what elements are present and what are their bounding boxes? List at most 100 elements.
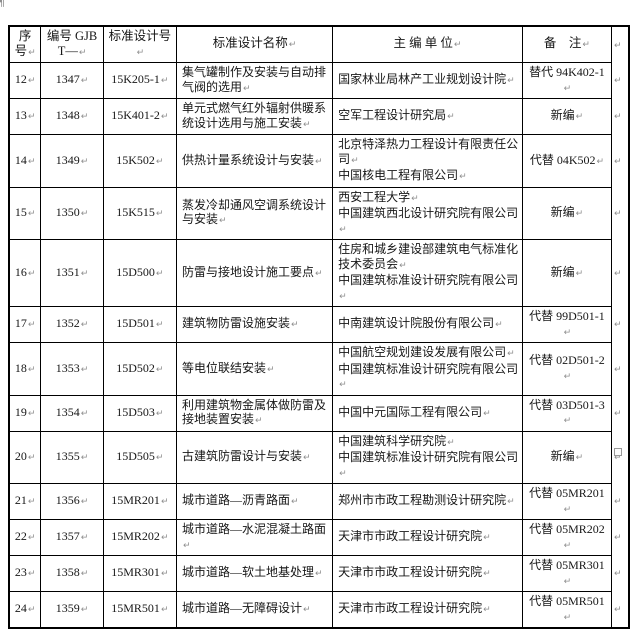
cell-chief-editor[interactable]: 中国中元国际工程有限公司↵ (332, 394, 523, 432)
cell-chief-editor[interactable]: 西安工程大学↵ 中国建筑西北设计研究院有限公司↵ (332, 186, 523, 240)
cell-chief-editor[interactable]: 国家林业局林产工业规划设计院↵ (332, 62, 523, 99)
cell-index[interactable]: 20↵ (8, 430, 42, 484)
cell-design-name[interactable]: 蒸发冷却通风空调系统设计与安装↵ (175, 186, 334, 240)
cell-chief-editor[interactable]: 空军工程设计研究局↵ (332, 98, 523, 135)
header-remark[interactable]: 备 注↵ (521, 25, 613, 63)
cell-index[interactable]: 15↵ (8, 186, 42, 240)
cell-index[interactable]: 17↵ (8, 306, 42, 343)
cell-chief-editor[interactable]: 天津市市政工程设计研究院↵ (332, 519, 523, 556)
cell-remark[interactable]: 代替 05MR501↵ (521, 591, 613, 629)
cell-end-mark-icon: ↵ (27, 408, 36, 419)
cell-index[interactable]: 18↵ (8, 342, 42, 396)
cell-chief-editor[interactable]: 中国航空规划建设发展有限公司↵ 中国建筑标准设计研究院有限公司↵ (332, 342, 523, 396)
cell-number[interactable]: 1356↵ (40, 483, 104, 520)
table-row: 18↵ 1353↵ 15D502↵ 等电位联结安装↵ 中国航空规划建设发展有限公司↵ 中国… (8, 342, 629, 396)
cell-index[interactable]: 13↵ (8, 98, 42, 135)
cell-design-no[interactable]: 15D503↵ (102, 394, 178, 432)
cell-remark[interactable]: 新编↵ (521, 98, 613, 135)
cell-design-name[interactable]: 集气罐制作及安装与自动排气阀的选用↵ (175, 62, 334, 99)
cell-index[interactable]: 22↵ (8, 519, 42, 556)
header-index[interactable]: 序号↵ (8, 25, 42, 63)
cell-remark[interactable]: 代替 02D501-2↵ (521, 342, 613, 396)
cell-chief-editor[interactable]: 天津市市政工程设计研究院↵ (332, 555, 523, 592)
cell-index[interactable]: 21↵ (8, 483, 42, 520)
cell-design-name[interactable]: 城市道路—水泥混凝土路面↵ (175, 519, 334, 556)
cell-end-mark-icon: ↵ (483, 408, 491, 419)
cell-end-mark-icon: ↵ (27, 569, 36, 580)
cell-design-name[interactable]: 利用建筑物金属体做防雷及接地装置安装↵ (175, 394, 334, 432)
cell-chief-editor[interactable]: 中国建筑科学研究院↵ 中国建筑标准设计研究院有限公司↵ (332, 430, 523, 484)
cell-number[interactable]: 1351↵ (40, 239, 104, 307)
cell-number[interactable]: 1349↵ (40, 134, 104, 188)
cell-index[interactable]: 16↵ (8, 239, 42, 307)
header-chief-editor[interactable]: 主 编 单 位↵ (332, 25, 523, 63)
header-design-no[interactable]: 标准设计号↵ (102, 25, 178, 63)
cell-remark[interactable]: 代替 99D501-1↵ (521, 306, 613, 343)
cell-index[interactable]: 12↵ (8, 62, 42, 99)
cell-number[interactable]: 1348↵ (40, 98, 104, 135)
cell-number[interactable]: 1354↵ (40, 394, 104, 432)
header-design-name[interactable]: 标准设计名称↵ (175, 25, 334, 63)
cell-design-name[interactable]: 等电位联结安装↵ (175, 342, 334, 396)
cell-chief-editor[interactable]: 北京特泽热力工程设计有限责任公司↵ 中国核电工程有限公司↵ (332, 134, 523, 188)
cell-design-no[interactable]: 15D501↵ (102, 306, 178, 343)
cell-end-mark-icon: ↵ (80, 569, 89, 580)
cell-number[interactable]: 1359↵ (40, 591, 104, 629)
cell-number[interactable]: 1357↵ (40, 519, 104, 556)
cell-design-name[interactable]: 供热计量系统设计与安装↵ (175, 134, 334, 188)
cell-number[interactable]: 1347↵ (40, 62, 104, 99)
cell-remark[interactable]: 代替 04K502↵ (521, 134, 613, 188)
cell-design-name[interactable]: 单元式燃气红外辐射供暖系统设计选用与施工安装↵ (175, 98, 334, 135)
row-end-mark-icon: ↵ (614, 533, 622, 544)
cell-design-name[interactable]: 建筑物防雷设施安装↵ (175, 306, 334, 343)
cell-number[interactable]: 1352↵ (40, 306, 104, 343)
cell-remark[interactable]: 替代 94K402-1↵ (521, 62, 613, 99)
cell-end-mark-icon: ↵ (459, 172, 467, 182)
cell-design-no[interactable]: 15K205-1↵ (102, 62, 178, 99)
chief-editor-line: 天津市市政工程设计研究院↵ (338, 601, 491, 616)
cell-design-no[interactable]: 15K401-2↵ (102, 98, 178, 135)
cell-design-no[interactable]: 15D500↵ (102, 239, 178, 307)
cell-design-no[interactable]: 15K515↵ (102, 186, 178, 240)
cell-design-name[interactable]: 城市道路—软土地基处理↵ (175, 555, 334, 592)
cell-remark[interactable]: 代替 05MR201↵ (521, 483, 613, 520)
cell-remark[interactable]: 代替 05MR202↵ (521, 519, 613, 556)
cell-index[interactable]: 24↵ (8, 591, 42, 629)
cell-remark[interactable]: 代替 03D501-3↵ (521, 394, 613, 432)
cell-design-no[interactable]: 15D502↵ (102, 342, 178, 396)
cell-design-name[interactable]: 城市道路—沥青路面↵ (175, 483, 334, 520)
table-resize-handle[interactable] (614, 448, 622, 456)
cell-chief-editor[interactable]: 中南建筑设计院股份有限公司↵ (332, 306, 523, 343)
cell-end-mark-icon: ↵ (255, 416, 263, 426)
cell-design-no[interactable]: 15D505↵ (102, 430, 178, 484)
cell-remark[interactable]: 代替 05MR301↵ (521, 555, 613, 592)
cell-index[interactable]: 14↵ (8, 134, 42, 188)
cell-design-name[interactable]: 城市道路—无障碍设计↵ (175, 591, 334, 629)
cell-end-mark-icon: ↵ (27, 605, 36, 616)
cell-number[interactable]: 1355↵ (40, 430, 104, 484)
cell-end-mark-icon: ↵ (80, 209, 89, 219)
cell-design-name[interactable]: 古建筑防雷设计与安装↵ (175, 430, 334, 484)
header-number[interactable]: 编号 GJBT—↵ (40, 25, 104, 63)
cell-end-mark-icon: ↵ (27, 533, 36, 544)
cell-end-mark-icon: ↵ (483, 605, 491, 616)
cell-design-no[interactable]: 15MR201↵ (102, 483, 178, 520)
cell-chief-editor[interactable]: 郑州市市政工程勘测设计研究院↵ (332, 483, 523, 520)
cell-design-no[interactable]: 15MR301↵ (102, 555, 178, 592)
cell-remark[interactable]: 新编↵ (521, 239, 613, 307)
cell-remark[interactable]: 新编↵ (521, 186, 613, 240)
cell-design-no[interactable]: 15MR501↵ (102, 591, 178, 629)
cell-number[interactable]: 1350↵ (40, 186, 104, 240)
cell-design-no[interactable]: 15K502↵ (102, 134, 178, 188)
cell-chief-editor[interactable]: 天津市市政工程设计研究院↵ (332, 591, 523, 629)
cell-index[interactable]: 19↵ (8, 394, 42, 432)
cell-design-name[interactable]: 防雷与接地设计施工要点↵ (175, 239, 334, 307)
row-end-mark-icon: ↵ (614, 76, 622, 87)
cell-index[interactable]: 23↵ (8, 555, 42, 592)
cell-design-no[interactable]: 15MR202↵ (102, 519, 178, 556)
cell-chief-editor[interactable]: 住房和城乡建设部建筑电气标准化技术委员会↵ 中国建筑标准设计研究院有限公司↵ (332, 239, 523, 307)
cell-end-mark-icon: ↵ (160, 533, 169, 544)
cell-number[interactable]: 1353↵ (40, 342, 104, 396)
cell-number[interactable]: 1358↵ (40, 555, 104, 592)
cell-remark[interactable]: 新编↵ (521, 430, 613, 484)
